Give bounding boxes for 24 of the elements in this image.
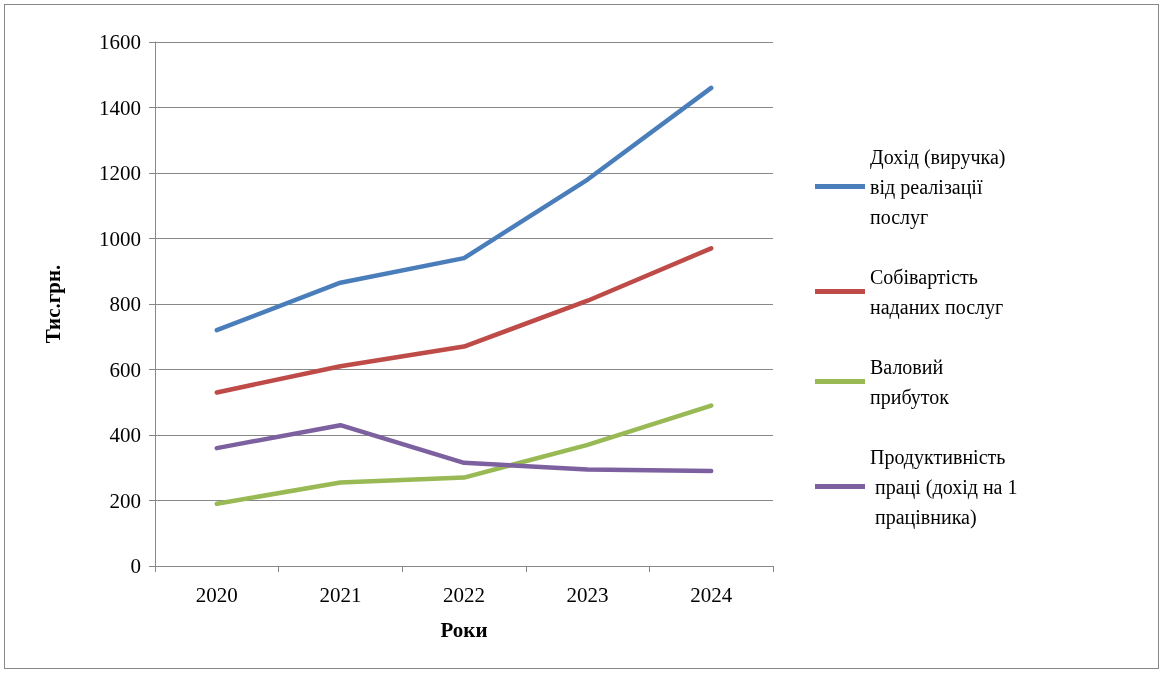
line-series — [214, 85, 714, 333]
x-tick-label: 2022 — [443, 582, 485, 607]
x-tick-label: 2021 — [319, 582, 362, 607]
legend-label: Валовий прибуток — [870, 355, 950, 409]
line-series — [214, 246, 714, 395]
legend-label: Собівартість наданих послуг — [870, 265, 1004, 319]
x-axis-title: Роки — [440, 617, 488, 642]
line-series — [214, 422, 714, 474]
y-tick-label: 0 — [130, 554, 141, 578]
line-series — [214, 403, 714, 507]
y-tick-label: 600 — [109, 357, 141, 382]
legend-label: Продуктивність праці (дохід на 1 працівника) — [870, 445, 1018, 529]
y-tick-label: 1400 — [99, 95, 141, 120]
y-tick-label: 400 — [109, 423, 141, 447]
y-tick-label: 1200 — [99, 161, 141, 185]
y-tick-label: 800 — [109, 292, 141, 316]
legend-label: Дохід (виручка) від реалізації послуг — [870, 145, 1011, 229]
y-tick-label: 200 — [109, 488, 141, 513]
x-tick-label: 2020 — [195, 582, 238, 607]
y-tick-label: 1000 — [99, 226, 141, 251]
y-tick-label: 1600 — [99, 30, 141, 54]
x-tick-label: 2023 — [566, 582, 609, 607]
x-tick-label: 2024 — [690, 582, 733, 607]
y-axis-title: Тис.грн. — [40, 264, 65, 344]
